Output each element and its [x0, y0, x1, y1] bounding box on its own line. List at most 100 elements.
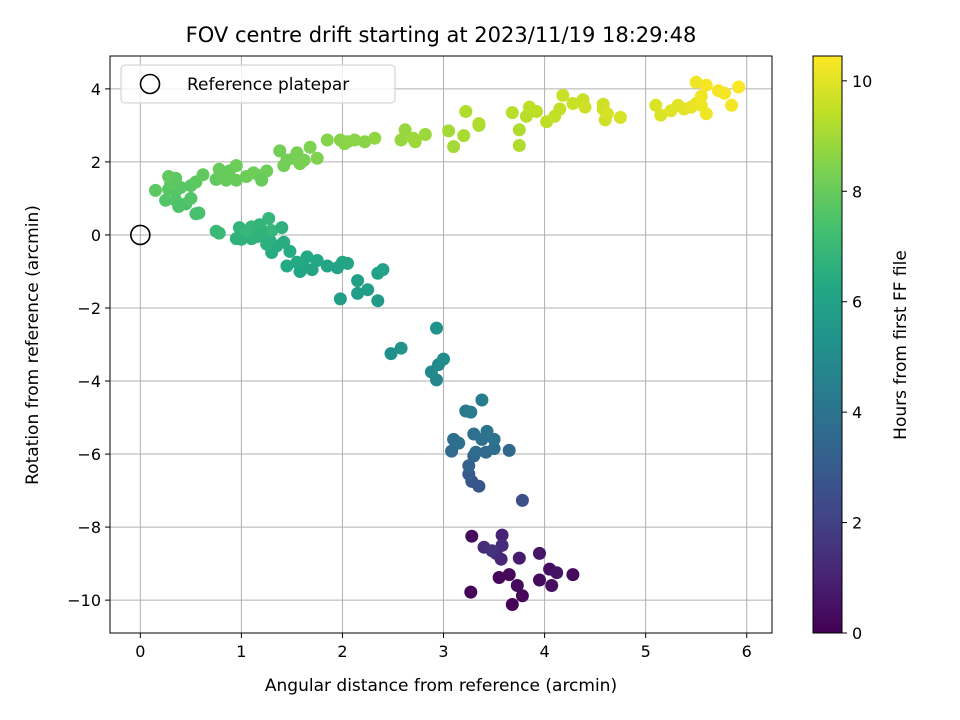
data-point: [196, 168, 210, 182]
y-tick-label: −8: [77, 518, 101, 537]
data-point: [654, 108, 668, 122]
x-tick-label: 2: [337, 642, 347, 661]
data-point: [406, 131, 420, 145]
data-point: [229, 232, 243, 246]
chart-title: FOV centre drift starting at 2023/11/19 …: [186, 23, 697, 47]
data-point: [398, 123, 412, 137]
data-point: [462, 459, 476, 473]
data-point: [250, 230, 263, 244]
data-point: [348, 133, 362, 147]
colorbar-tick-label: 4: [852, 403, 862, 422]
data-points: [149, 75, 746, 611]
reference-marker: [130, 224, 151, 246]
data-point: [376, 263, 390, 277]
data-point: [495, 528, 509, 542]
data-point: [578, 100, 592, 114]
data-point: [512, 139, 526, 152]
x-tick-label: 6: [742, 642, 752, 661]
data-point: [452, 436, 466, 450]
data-point: [229, 173, 243, 187]
data-point: [613, 110, 627, 124]
data-point: [699, 107, 713, 121]
data-point: [694, 89, 708, 103]
data-point: [253, 218, 267, 232]
reference-point: [130, 224, 151, 246]
data-point: [358, 135, 372, 149]
data-point: [505, 598, 519, 611]
data-point: [394, 341, 408, 355]
data-point: [553, 102, 567, 116]
data-point: [485, 544, 499, 558]
data-point: [487, 432, 501, 446]
data-point: [437, 352, 450, 366]
data-point: [333, 292, 347, 306]
data-point: [290, 146, 304, 160]
data-point: [290, 255, 304, 269]
data-point: [475, 393, 489, 407]
data-point: [159, 193, 173, 207]
data-point: [459, 105, 473, 118]
plot-area: [110, 56, 772, 633]
data-point: [566, 97, 580, 110]
data-point: [545, 579, 559, 592]
data-point: [447, 140, 461, 154]
data-point: [464, 405, 478, 419]
data-point: [368, 131, 382, 145]
data-point: [732, 80, 746, 94]
data-point: [275, 221, 289, 235]
data-point: [351, 286, 365, 300]
data-point: [533, 573, 546, 587]
data-point: [464, 585, 478, 599]
data-point: [192, 206, 206, 220]
x-tick-label: 4: [540, 642, 550, 661]
data-point: [600, 107, 614, 121]
legend-label: Reference platepar: [187, 75, 349, 95]
data-point: [212, 162, 226, 176]
data-point: [212, 226, 226, 240]
y-axis-ticks: −10 −8 −6 −4 −2 0 2 4: [67, 80, 110, 610]
data-point: [502, 568, 516, 582]
data-point: [530, 105, 543, 118]
grid-lines: [110, 56, 772, 633]
data-point: [515, 493, 529, 507]
data-point: [487, 442, 501, 456]
data-point: [475, 432, 489, 446]
data-point: [472, 117, 486, 131]
colorbar-ticks: 0 2 4 6 8 10: [842, 72, 872, 643]
y-tick-label: 2: [91, 153, 101, 172]
data-point: [320, 133, 334, 147]
data-point: [384, 347, 398, 361]
data-point: [457, 129, 471, 143]
x-axis-ticks: 0 1 2 3 4 5 6: [135, 633, 752, 661]
data-point: [566, 568, 580, 582]
data-point: [442, 124, 456, 138]
plot-frame: [109, 55, 773, 634]
data-point: [361, 283, 375, 297]
x-tick-label: 3: [438, 642, 448, 661]
legend-box: [120, 64, 396, 104]
data-point: [229, 159, 243, 173]
y-tick-label: −10: [67, 591, 101, 610]
data-point: [510, 579, 524, 592]
data-point: [280, 259, 294, 273]
data-point: [300, 250, 314, 264]
data-point: [699, 78, 713, 92]
data-point: [320, 259, 334, 273]
data-point: [533, 546, 546, 560]
data-point: [283, 244, 297, 258]
data-point: [550, 566, 564, 580]
legend: Reference platepar: [120, 64, 396, 104]
y-tick-label: −4: [77, 372, 101, 391]
data-point: [492, 571, 506, 584]
data-point: [371, 294, 385, 308]
data-point: [465, 529, 479, 543]
y-axis-label: Rotation from reference (arcmin): [23, 205, 43, 485]
data-point: [162, 170, 176, 183]
data-point: [689, 75, 703, 89]
colorbar-tick-label: 10: [852, 72, 872, 91]
data-point: [265, 224, 279, 238]
colorbar-label: Hours from first FF file: [891, 250, 911, 440]
y-tick-label: 0: [91, 226, 101, 245]
data-point: [277, 235, 291, 249]
